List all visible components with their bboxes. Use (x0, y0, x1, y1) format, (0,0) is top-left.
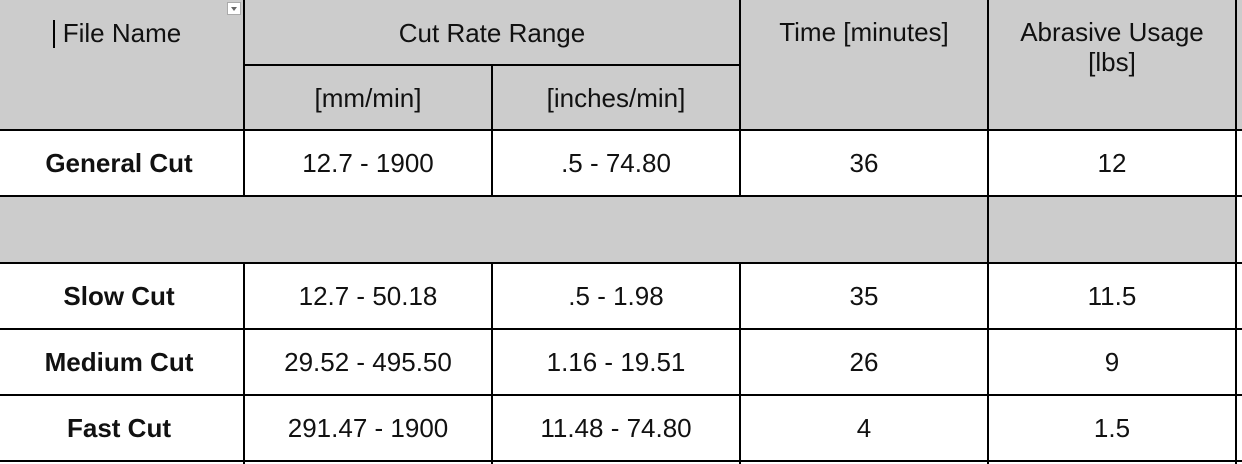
table-cell: 291.47 - 1900 (287, 413, 449, 443)
header-cell: Cut Rate Range (398, 17, 586, 48)
edge (1237, 130, 1242, 464)
table-cell: 26 (849, 347, 879, 377)
table-cell: 36 (849, 148, 879, 178)
header-cell: [mm/min] (314, 82, 422, 113)
row-label: Fast Cut (67, 413, 171, 443)
table-cell: 29.52 - 495.50 (284, 347, 452, 377)
table-cell: 35 (849, 281, 879, 311)
line (0, 394, 1242, 396)
table-cell: 11.48 - 74.80 (540, 413, 692, 443)
header-cell: File Name (62, 17, 182, 48)
line (491, 64, 493, 197)
text-cursor (53, 20, 55, 48)
line (0, 262, 1242, 264)
filter-icon[interactable] (227, 2, 241, 15)
row-label: Slow Cut (63, 281, 175, 311)
table-cell: 12.7 - 1900 (302, 148, 434, 178)
header-cell: [inches/min] (546, 82, 686, 113)
table-cell: .5 - 1.98 (568, 281, 664, 311)
row-label: General Cut (45, 148, 193, 178)
table-cell: 1.16 - 19.51 (546, 347, 686, 377)
line (0, 129, 1242, 131)
table-cell: 12.7 - 50.18 (298, 281, 438, 311)
line (243, 262, 245, 464)
table-cell: 4 (856, 413, 872, 443)
header-cell: Abrasive Usage [lbs] (1020, 17, 1204, 77)
line (987, 0, 989, 464)
separator-row (0, 196, 1242, 263)
row-label: Medium Cut (44, 347, 194, 377)
line (1235, 0, 1237, 464)
table-cell: 9 (1104, 347, 1120, 377)
table-cell: 1.5 (1093, 413, 1131, 443)
line (0, 460, 1242, 462)
table-cell: 12 (1097, 148, 1127, 178)
table-cell: .5 - 74.80 (561, 148, 671, 178)
line (491, 262, 493, 464)
line (739, 0, 741, 197)
line (243, 0, 245, 197)
line (0, 328, 1242, 330)
header-cell: Time [minutes] (779, 17, 949, 47)
line (739, 262, 741, 464)
line (0, 195, 1242, 197)
table-cell: 11.5 (1087, 281, 1137, 311)
